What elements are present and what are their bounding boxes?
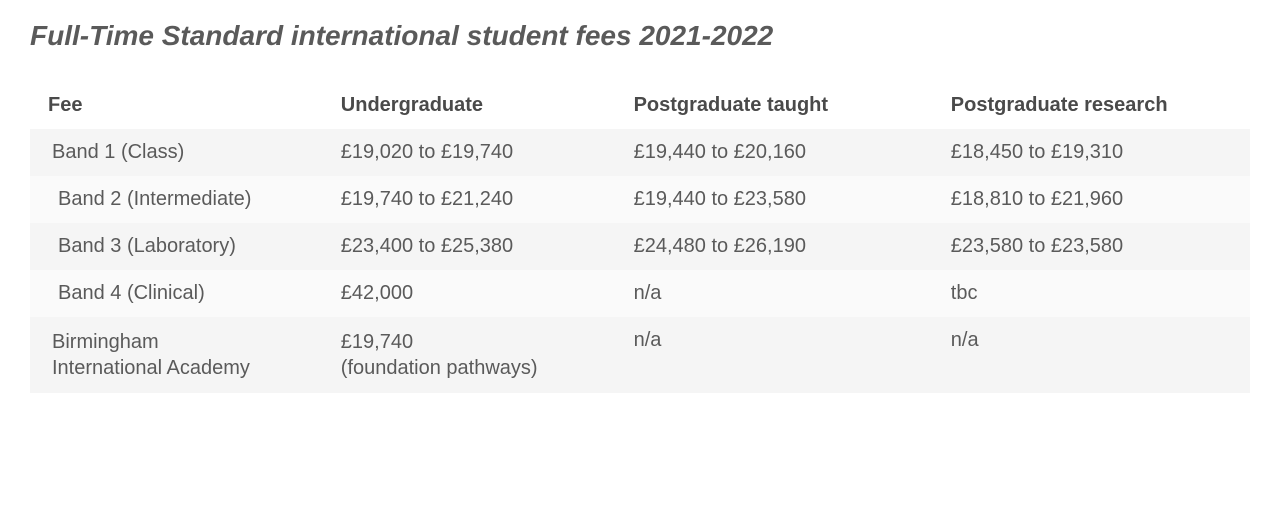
cell-ug: £19,740(foundation pathways): [323, 317, 616, 393]
col-header-postgraduate-taught: Postgraduate taught: [616, 82, 933, 129]
cell-pgr: n/a: [933, 317, 1250, 393]
cell-pgr: £18,810 to £21,960: [933, 176, 1250, 223]
table-row: BirminghamInternational Academy £19,740(…: [30, 317, 1250, 393]
col-header-undergraduate: Undergraduate: [323, 82, 616, 129]
cell-pgt: £24,480 to £26,190: [616, 223, 933, 270]
table-body: Band 1 (Class) £19,020 to £19,740 £19,44…: [30, 129, 1250, 393]
cell-ug: £19,020 to £19,740: [323, 129, 616, 176]
cell-pgt: n/a: [616, 317, 933, 393]
cell-pgr: £18,450 to £19,310: [933, 129, 1250, 176]
table-row: Band 2 (Intermediate) £19,740 to £21,240…: [30, 176, 1250, 223]
cell-pgt: n/a: [616, 270, 933, 317]
cell-fee: Band 2 (Intermediate): [30, 176, 323, 223]
cell-pgt: £19,440 to £23,580: [616, 176, 933, 223]
col-header-fee: Fee: [30, 82, 323, 129]
table-row: Band 4 (Clinical) £42,000 n/a tbc: [30, 270, 1250, 317]
cell-pgr: £23,580 to £23,580: [933, 223, 1250, 270]
cell-pgr: tbc: [933, 270, 1250, 317]
cell-ug: £23,400 to £25,380: [323, 223, 616, 270]
cell-fee: Band 3 (Laboratory): [30, 223, 323, 270]
col-header-postgraduate-research: Postgraduate research: [933, 82, 1250, 129]
cell-fee: Band 1 (Class): [30, 129, 323, 176]
table-header-row: Fee Undergraduate Postgraduate taught Po…: [30, 82, 1250, 129]
cell-fee: Band 4 (Clinical): [30, 270, 323, 317]
table-row: Band 3 (Laboratory) £23,400 to £25,380 £…: [30, 223, 1250, 270]
table-row: Band 1 (Class) £19,020 to £19,740 £19,44…: [30, 129, 1250, 176]
cell-fee: BirminghamInternational Academy: [30, 317, 323, 393]
fees-table: Fee Undergraduate Postgraduate taught Po…: [30, 82, 1250, 393]
cell-ug: £42,000: [323, 270, 616, 317]
cell-pgt: £19,440 to £20,160: [616, 129, 933, 176]
page-title: Full-Time Standard international student…: [30, 20, 1250, 52]
cell-ug: £19,740 to £21,240: [323, 176, 616, 223]
